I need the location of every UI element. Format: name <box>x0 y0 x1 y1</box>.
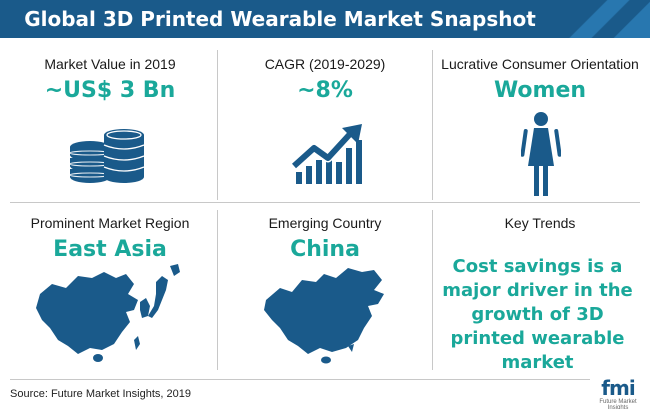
grid-divider <box>217 210 218 370</box>
consumer-cell: Lucrative Consumer Orientation Women <box>435 56 645 103</box>
country-label: Emerging Country <box>268 215 382 231</box>
region-label: Prominent Market Region <box>30 215 190 231</box>
grid-divider <box>432 50 433 200</box>
region-cell: Prominent Market Region East Asia <box>10 215 210 262</box>
country-value: China <box>290 237 360 262</box>
coin-stack-icon <box>68 125 148 187</box>
title-banner-decoration <box>540 0 650 38</box>
country-cell: Emerging Country China <box>225 215 425 262</box>
trends-cell: Key Trends <box>435 215 645 231</box>
fmi-logo: fmi Future Market Insights <box>590 376 646 409</box>
region-value: East Asia <box>53 237 167 262</box>
logo-subtitle: Future Market Insights <box>599 399 637 409</box>
logo-text: fmi <box>601 376 635 400</box>
growth-chart-icon <box>290 122 364 186</box>
page-title: Global 3D Printed Wearable Market Snapsh… <box>24 7 536 31</box>
east-asia-map-icon <box>30 262 190 367</box>
grid-divider <box>217 50 218 200</box>
cagr-cell: CAGR (2019-2029) ~8% <box>225 56 425 103</box>
china-map-icon <box>262 264 392 364</box>
cagr-value: ~8% <box>297 78 353 103</box>
market-value-label: Market Value in 2019 <box>44 56 176 72</box>
footer-divider <box>10 379 590 380</box>
market-value-cell: Market Value in 2019 ~US$ 3 Bn <box>10 56 210 103</box>
consumer-label: Lucrative Consumer Orientation <box>441 56 639 72</box>
trends-text: Cost savings is a major driver in the gr… <box>442 256 633 373</box>
grid-divider <box>432 210 433 370</box>
grid-divider <box>10 202 640 203</box>
source-note: Source: Future Market Insights, 2019 <box>10 388 191 400</box>
cagr-label: CAGR (2019-2029) <box>264 56 386 72</box>
market-value-value: ~US$ 3 Bn <box>44 78 176 103</box>
woman-icon <box>520 112 562 196</box>
trends-label: Key Trends <box>504 215 576 231</box>
consumer-value: Women <box>493 78 587 103</box>
